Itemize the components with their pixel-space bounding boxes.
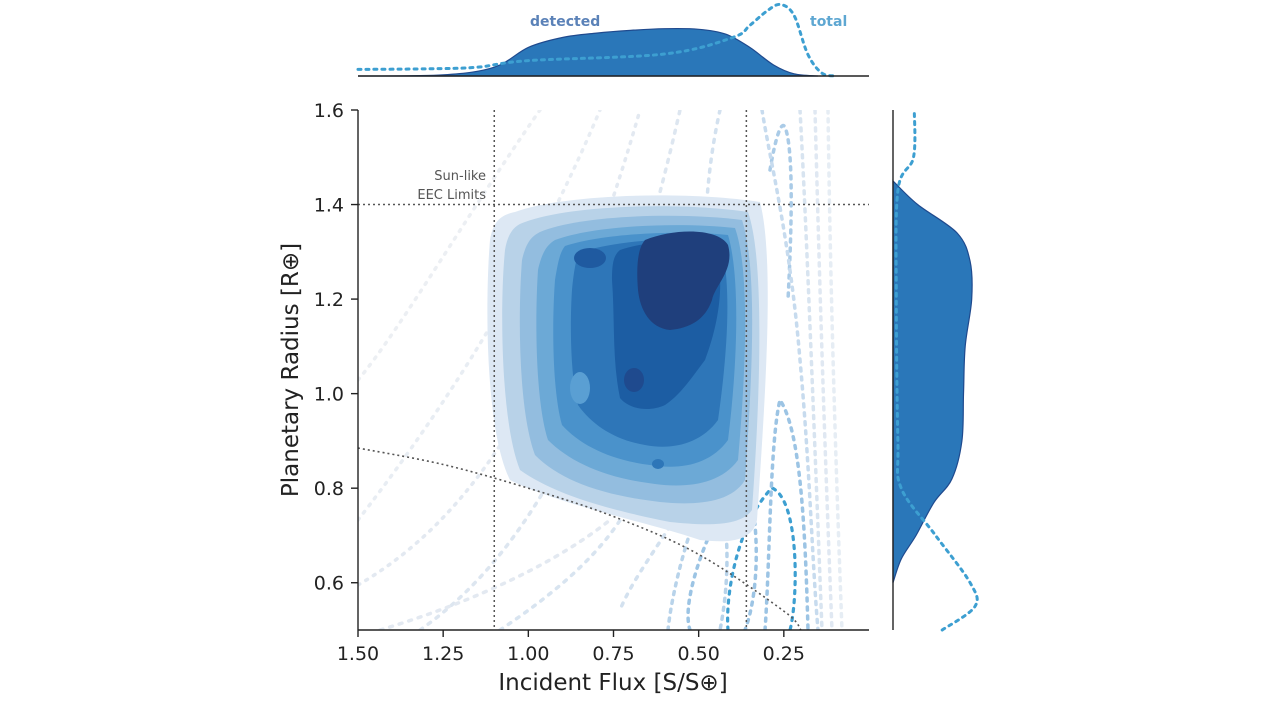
- eec-annotation-line1: Sun-like: [434, 169, 486, 184]
- x-tick-label: 1.00: [507, 643, 549, 665]
- x-tick-label: 1.50: [337, 643, 379, 665]
- lower-radius-limit-curve: [357, 447, 802, 631]
- main-plot-area: Sun-like EEC Limits 1.50 1.25 1.00 0.75 0.50…: [278, 100, 869, 696]
- y-axis-ticks: 0.6 0.8 1.0 1.2 1.4 1.6: [314, 100, 358, 595]
- y-tick-label: 1.6: [314, 100, 344, 122]
- y-tick-label: 1.4: [314, 195, 344, 217]
- detected-contour-peak-left: [574, 248, 606, 268]
- detected-contour-level-8: [637, 231, 730, 330]
- total-contour-level-11: [763, 395, 810, 630]
- detected-contour-peak-lower: [624, 368, 644, 392]
- right-total-density-line: [894, 108, 979, 632]
- x-tick-label: 0.75: [592, 643, 634, 665]
- total-density-contours: [358, 110, 844, 630]
- x-tick-label: 0.50: [678, 643, 720, 665]
- total-contour-level-13: [760, 110, 820, 630]
- legend-detected-label: detected: [530, 14, 600, 30]
- x-axis-ticks: 1.50 1.25 1.00 0.75 0.50 0.25: [337, 630, 805, 665]
- total-contour-level-14: [798, 110, 824, 630]
- x-tick-label: 1.25: [422, 643, 464, 665]
- eec-limit-lines: [357, 110, 869, 631]
- top-detected-density-fill: [357, 27, 818, 77]
- total-contour-level-15: [813, 110, 834, 630]
- total-contour-level-5: [378, 518, 612, 630]
- top-marginal-density: detected total: [356, 2, 869, 78]
- detected-density-contours: [487, 195, 768, 542]
- total-contour-level-1: [358, 110, 542, 382]
- total-contour-level-12: [768, 123, 793, 302]
- total-contour-level-8: [666, 465, 729, 630]
- right-detected-density-fill: [892, 179, 973, 583]
- y-tick-label: 0.8: [314, 478, 344, 500]
- detected-contour-side-lobe: [570, 372, 590, 404]
- right-marginal-density: [892, 108, 979, 632]
- top-total-density-line: [356, 2, 837, 78]
- y-tick-label: 1.2: [314, 289, 344, 311]
- x-axis-label: Incident Flux [S/S⊕]: [498, 670, 727, 696]
- total-contour-level-6: [498, 478, 642, 630]
- detected-contour-small-lobe: [652, 459, 664, 469]
- x-tick-label: 0.25: [763, 643, 805, 665]
- total-contour-level-16: [826, 110, 844, 630]
- y-tick-label: 0.6: [314, 573, 344, 595]
- legend-total-label: total: [810, 14, 847, 30]
- y-tick-label: 1.0: [314, 384, 344, 406]
- total-contour-level-2: [358, 110, 602, 522]
- y-axis-label: Planetary Radius [R⊕]: [278, 243, 304, 497]
- eec-annotation-line2: EEC Limits: [417, 188, 486, 203]
- total-contour-level-10: [726, 486, 797, 630]
